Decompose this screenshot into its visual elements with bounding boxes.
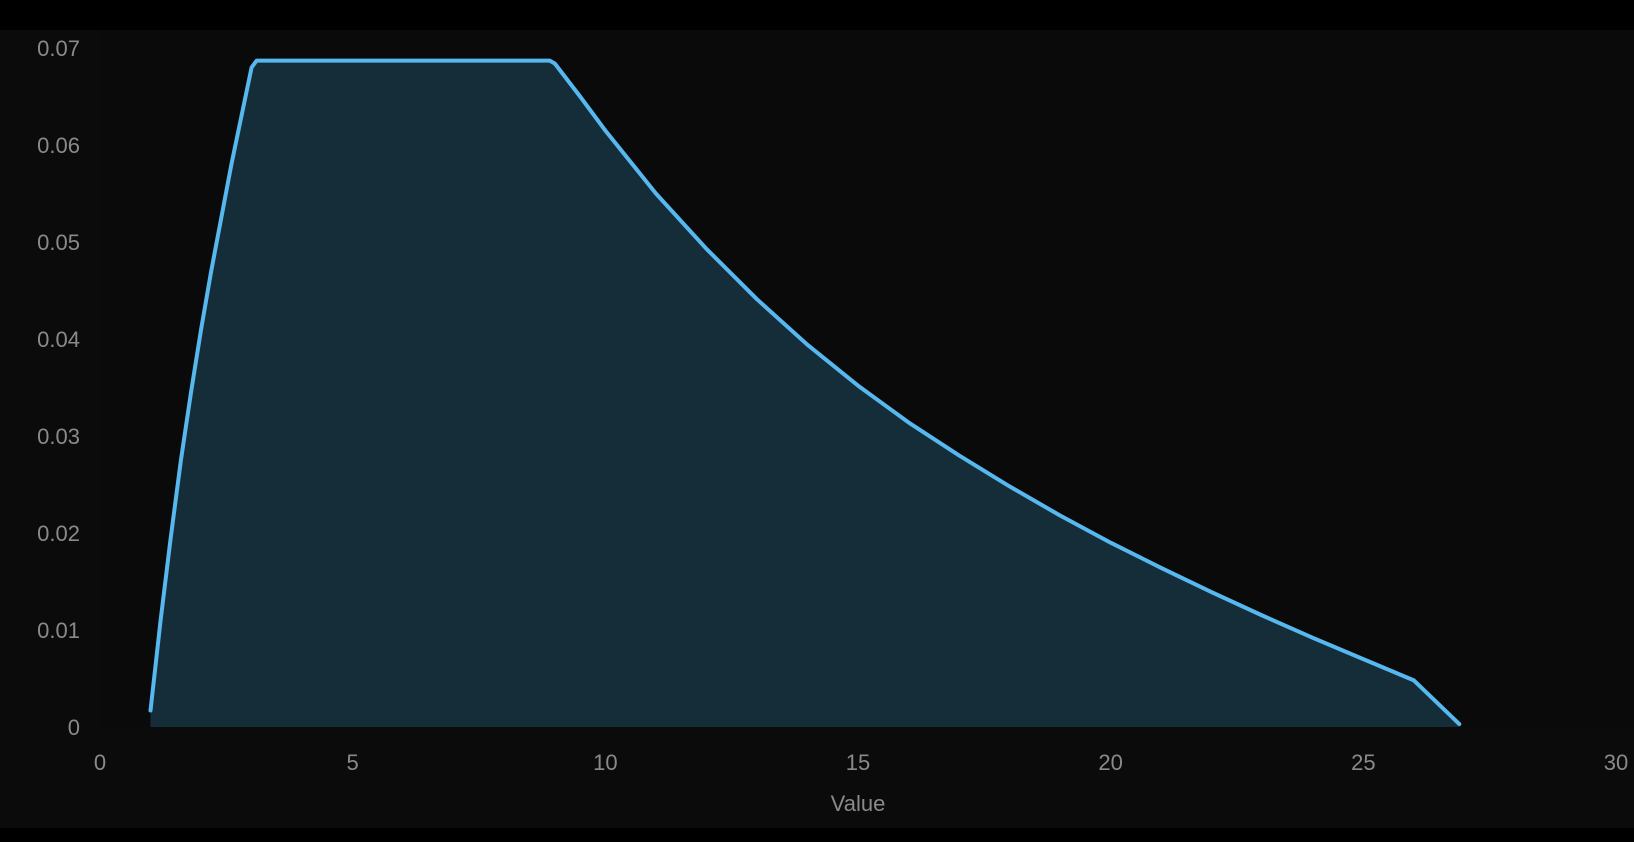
y-tick-label: 0.03 bbox=[37, 424, 80, 449]
density-line bbox=[148, 58, 1462, 727]
density-chart: 0 5 10 15 20 25 30 0 0.01 0.02 0.03 0.04 0.05 0.06 0.… bbox=[37, 30, 1634, 816]
x-tick-label: 5 bbox=[347, 750, 359, 775]
y-tick-label: 0 bbox=[68, 715, 80, 740]
y-tick-label: 0.01 bbox=[37, 618, 80, 643]
density-area bbox=[150, 60, 1460, 728]
x-tick-label: 20 bbox=[1098, 750, 1122, 775]
y-tick-label: 0.04 bbox=[37, 327, 80, 352]
y-tick-label: 0.06 bbox=[37, 133, 80, 158]
y-tick-label: 0.02 bbox=[37, 521, 80, 546]
x-tick-label: 25 bbox=[1351, 750, 1375, 775]
y-tick-label: 0.05 bbox=[37, 230, 80, 255]
x-tick-label: 15 bbox=[846, 750, 870, 775]
x-tick-label: 30 bbox=[1604, 750, 1628, 775]
chart-frame: 0 5 10 15 20 25 30 0 0.01 0.02 0.03 0.04 0.05 0.06 0.… bbox=[0, 30, 1634, 828]
x-tick-label: 10 bbox=[593, 750, 617, 775]
y-tick-label: 0.07 bbox=[37, 36, 80, 61]
x-tick-label: 0 bbox=[94, 750, 106, 775]
x-axis-title: Value bbox=[831, 791, 886, 816]
